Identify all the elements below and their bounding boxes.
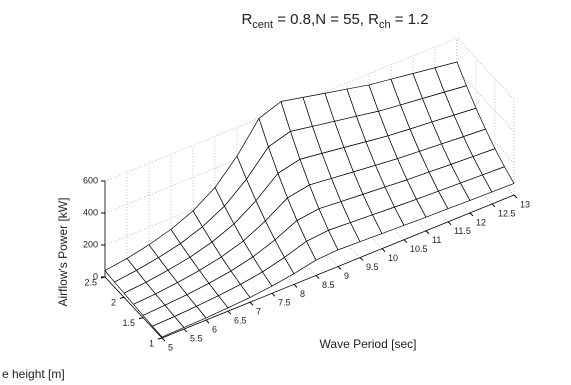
- x-tick: [359, 257, 364, 261]
- y-tick: [157, 337, 163, 340]
- x-tick-label: 10.5: [410, 244, 428, 254]
- title-part: = 0.8,N = 55, R: [273, 11, 379, 28]
- x-tick: [425, 230, 430, 235]
- x-tick: [249, 301, 254, 306]
- z-tick-label: 200: [83, 239, 98, 249]
- x-tick-label: 13: [520, 199, 530, 209]
- x-tick-label: 11: [432, 235, 441, 245]
- x-tick-label: 8.5: [322, 280, 335, 290]
- y-axis-label: e height [m]: [2, 367, 65, 381]
- x-tick-label: 12.5: [498, 208, 516, 218]
- title-part: cent: [252, 19, 273, 31]
- x-tick-label: 7.5: [278, 298, 291, 308]
- x-tick-label: 9: [344, 271, 349, 281]
- y-tick-label: 1: [149, 338, 154, 348]
- surface-patch: [482, 166, 515, 193]
- axis-line: [104, 276, 163, 339]
- x-tick-label: 9.5: [366, 262, 379, 272]
- x-tick-label: 8: [300, 289, 305, 299]
- x-tick-label: 7: [256, 307, 261, 317]
- x-tick: [513, 194, 518, 199]
- x-tick: [491, 203, 496, 208]
- x-tick: [183, 328, 188, 333]
- x-tick-label: 6: [212, 325, 217, 335]
- x-tick-label: 5.5: [190, 333, 203, 343]
- x-tick: [469, 212, 474, 217]
- x-tick: [205, 319, 210, 324]
- x-tick: [271, 292, 276, 297]
- x-tick-label: 5: [168, 342, 173, 352]
- x-tick: [293, 284, 298, 288]
- x-tick: [337, 266, 342, 270]
- z-tick-label: 0: [93, 271, 98, 281]
- x-tick-label: 12: [476, 217, 486, 227]
- x-tick: [381, 248, 386, 252]
- grid-line: [456, 37, 515, 100]
- y-tick: [138, 317, 144, 320]
- grid-line: [456, 69, 515, 132]
- x-tick: [315, 275, 320, 279]
- x-tick-label: 10: [388, 253, 398, 263]
- title-part: R: [241, 11, 252, 28]
- y-tick: [119, 296, 125, 299]
- z-tick-label: 600: [83, 175, 98, 185]
- y-tick-label: 1.5: [122, 318, 135, 328]
- z-tick-label: 400: [83, 207, 98, 217]
- x-tick: [447, 221, 452, 226]
- title-part: ch: [379, 19, 391, 31]
- z-axis-label: Airflow's Power [kW]: [56, 198, 70, 307]
- x-tick: [161, 337, 166, 342]
- x-tick: [403, 239, 408, 244]
- title-part: = 1.2: [391, 11, 429, 28]
- y-tick-label: 2: [111, 298, 116, 308]
- x-tick-label: 6.5: [234, 316, 247, 326]
- x-axis-label: Wave Period [sec]: [320, 337, 417, 351]
- y-tick-label: 2.5: [84, 277, 97, 287]
- chart-title: Rcent = 0.8,N = 55, Rch = 1.2: [241, 11, 428, 31]
- x-tick: [227, 310, 232, 315]
- x-tick-label: 11.5: [454, 226, 471, 236]
